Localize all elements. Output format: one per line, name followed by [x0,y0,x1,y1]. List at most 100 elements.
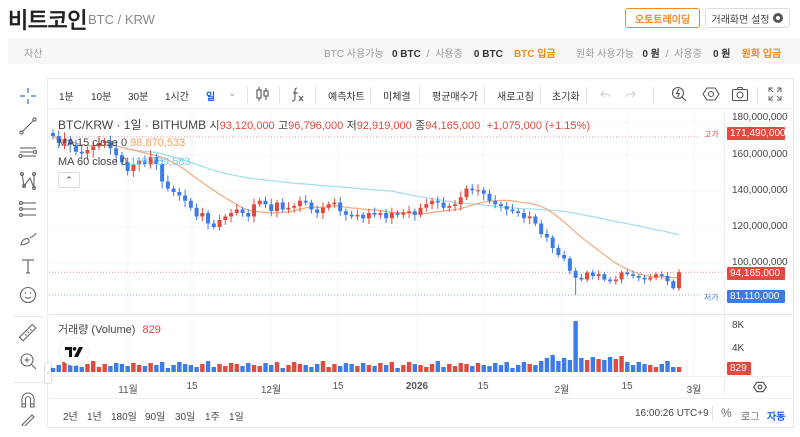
price-chart[interactable] [49,110,723,375]
lock-draw-tool[interactable] [16,412,40,426]
legend-collapse-button[interactable]: ⌃ [58,172,80,188]
range-button[interactable]: 30일 [175,412,196,423]
interval-30m[interactable]: 30분 [128,92,149,103]
emoji-tool[interactable] [16,283,40,307]
quick-search-button[interactable] [669,85,689,103]
time-tick: 3월 [686,385,702,396]
pattern-icon [20,172,36,190]
time-tick: 2월 [554,385,570,396]
search-bolt-icon [671,86,687,102]
redo-button[interactable] [621,85,641,103]
price-tick: 100,000,000 [732,257,788,268]
drawing-toolbar [8,78,48,428]
toolbar-divider [484,87,485,103]
percent-toggle[interactable]: % [721,406,732,420]
krw-deposit-link[interactable]: 원화 입금 [741,49,782,60]
range-button[interactable]: 2년 [63,412,78,423]
magnet-tool[interactable] [16,388,40,412]
range-button[interactable]: 90일 [145,412,166,423]
volume-tick: 4K [732,343,745,354]
current-price-tag: 94,165,000 [727,267,785,280]
auto-trading-label: 오토트레이딩 [634,14,691,26]
axis-settings-button[interactable] [724,376,794,396]
log-toggle[interactable]: 로그 [741,412,760,423]
candlestick-icon [256,87,269,101]
undo-icon [600,90,611,98]
trend-line-tool[interactable] [16,114,40,138]
clock[interactable]: 16:00:26 UTC+9 [635,408,709,419]
open-orders-button[interactable]: 미체결 [383,92,411,103]
trade-settings-button[interactable]: 거래화면 설정 [705,8,790,28]
refresh-button[interactable]: 새로고침 [497,92,534,103]
price-axis[interactable]: 180,000,000 160,000,000 140,000,000 120,… [724,110,794,375]
chart-toolbar: 1분 10분 30분 1시간 일 ⌄ 예측차트 미체결 평균매수가 새로고침 초… [49,79,793,109]
trade-settings-label: 거래화면 설정 [711,14,770,26]
tool-divider [14,316,44,317]
krw-available-label: 원화 사용가능 [576,49,634,60]
text-icon [22,259,34,274]
screenshot-button[interactable] [730,85,750,103]
interval-1d[interactable]: 일 [206,92,216,103]
brush-tool[interactable] [16,226,40,250]
auto-toggle[interactable]: 자동 [767,412,786,423]
toolbar-divider [247,87,248,103]
text-tool[interactable] [16,254,40,278]
ma60-legend[interactable]: MA 60 close 0 119,789,583 [58,156,191,168]
ma60-value: 119,789,583 [130,156,191,168]
volume-value: 829 [142,324,161,336]
interval-1m[interactable]: 1분 [59,92,74,103]
fibonacci-icon [19,201,36,217]
range-button[interactable]: 1일 [229,412,244,423]
range-button[interactable]: 180일 [111,412,137,423]
crosshair-tool[interactable] [16,84,40,108]
low-line-label: 저가 [704,293,719,302]
toolbar-divider [315,87,316,103]
page-header: 비트코인 BTC / KRW 오토트레이딩 거래화면 설정 [0,0,800,36]
fib-tool[interactable] [16,197,40,221]
symbol-info: BTC/KRW · 1일 · BITHUMB [58,118,207,132]
toolbar-divider [586,87,587,103]
btc-in-use-value: 0 BTC [473,49,503,60]
low-price-tag: 81,110,000 [727,290,785,303]
pair-label: BTC / KRW [88,12,155,27]
price-tick: 120,000,000 [732,221,788,232]
undo-button[interactable] [595,85,615,103]
reset-button[interactable]: 초기화 [552,92,580,103]
zoom-tool[interactable] [16,349,40,373]
close-label: 종 [415,120,426,132]
range-button[interactable]: 1주 [205,412,220,423]
time-tick: 15 [332,381,344,392]
volume-tag: 829 [727,362,751,375]
interval-10m[interactable]: 10분 [91,92,112,103]
time-axis[interactable]: 11월 15 12월 15 2026 15 2월 15 3월 [49,376,723,396]
interval-1h[interactable]: 1시간 [165,92,189,103]
toolbar-divider [419,87,420,103]
parallel-lines-tool[interactable] [16,141,40,165]
btc-deposit-link[interactable]: BTC 입금 [513,49,556,60]
horizontal-lines-icon [18,147,38,159]
high-value: 96,796,000 [288,120,344,132]
avg-buy-price-button[interactable]: 평균매수가 [432,92,478,103]
auto-trading-button[interactable]: 오토트레이딩 [625,8,700,28]
volume-pane-divider[interactable] [49,314,794,315]
bottom-divider [712,405,713,421]
ma15-legend[interactable]: MA 15 close 0 98,870,533 [58,137,185,149]
range-button[interactable]: 1년 [87,412,102,423]
pattern-tool[interactable] [16,169,40,193]
sidebar-collapse-handle[interactable]: ‹ [44,362,52,384]
asset-label: 자산 [24,49,43,60]
measure-tool[interactable] [16,321,40,345]
high-label: 고 [278,120,289,132]
interval-dropdown[interactable]: ⌄ [228,88,237,99]
magnet-icon [21,392,35,408]
forecast-chart-button[interactable]: 예측차트 [328,92,365,103]
chart-type-button[interactable] [253,85,273,103]
volume-tick: 8K [732,320,745,331]
fullscreen-button[interactable] [765,85,785,103]
settings-hexagon-icon [702,87,720,101]
tradingview-logo[interactable] [60,338,88,366]
krw-in-use-label: 사용중 [674,49,702,60]
price-tick: 160,000,000 [732,149,788,160]
indicators-button[interactable] [287,85,307,103]
chart-settings-button[interactable] [701,85,721,103]
